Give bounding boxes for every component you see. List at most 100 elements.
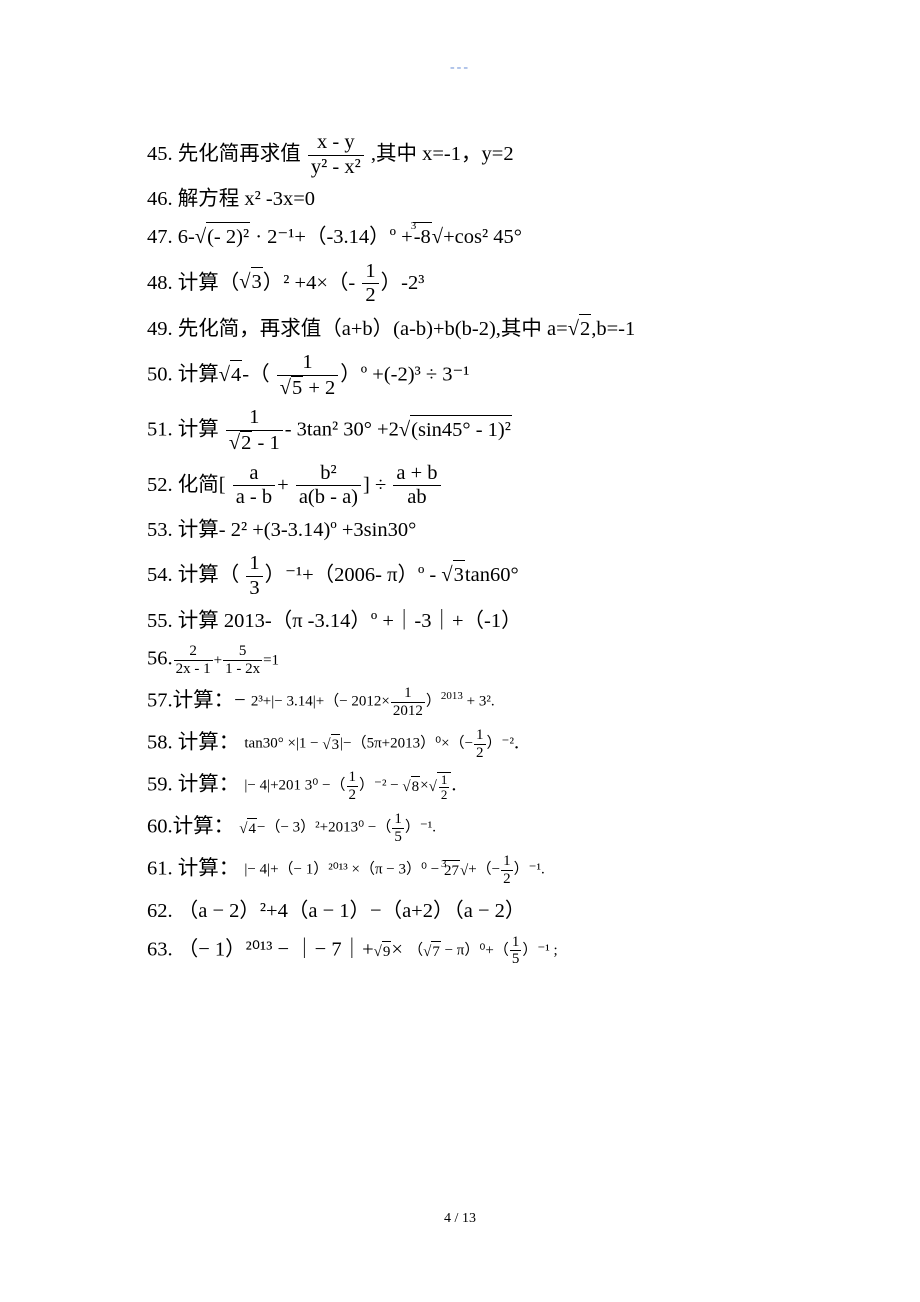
problem-63: 63. （− 1）²⁰¹³ − ｜− 7｜+9× （7 − π）⁰+（ 1 5 … bbox=[147, 934, 777, 968]
sqrt: 7 bbox=[423, 941, 441, 963]
expr: −（− 3）²+2013⁰ −（ bbox=[257, 820, 391, 836]
ptext: 计算： bbox=[178, 774, 240, 796]
ptext: · 2⁻¹+（-3.14）º + bbox=[255, 226, 412, 248]
ptext: 计算 bbox=[178, 419, 219, 441]
ptext: tan60° bbox=[465, 564, 519, 586]
ptext: 计算： bbox=[178, 858, 240, 880]
fraction: 1 3 bbox=[246, 552, 262, 600]
fraction: x - y y² - x² bbox=[308, 131, 364, 179]
ptext: ）² +4×（- bbox=[263, 271, 361, 293]
ptext: ] ÷ bbox=[363, 473, 391, 495]
ptext: 6- bbox=[178, 226, 195, 248]
sqrt: 8 bbox=[402, 776, 420, 798]
problem-60: 60.计算： 4−（− 3）²+2013⁰ −（ 1 5 ）⁻¹. bbox=[147, 811, 777, 845]
problem-56: 56. 2 2x - 1 + 5 1 - 2x =1 bbox=[147, 643, 777, 677]
ptext: 计算- 2² +(3-3.14)º +3sin30° bbox=[178, 519, 417, 541]
problem-53: 53. 计算- 2² +(3-3.14)º +3sin30° bbox=[147, 516, 777, 545]
problem-47: 47. 6-(- 2)² · 2⁻¹+（-3.14）º +3-8+cos² 45… bbox=[147, 222, 777, 252]
ptext: - 3tan² 30° +2 bbox=[285, 419, 399, 441]
problem-48: 48. 计算（3）² +4×（- 1 2 ）-2³ bbox=[147, 260, 777, 308]
fraction: 1 5 + 2 bbox=[277, 351, 339, 400]
pnum: 58. bbox=[147, 732, 173, 754]
pnum: 46. bbox=[147, 188, 173, 210]
problem-54: 54. 计算（ 1 3 ）⁻¹+（2006- π）º - 3tan60° bbox=[147, 552, 777, 600]
ptext: ,b=-1 bbox=[591, 318, 635, 340]
problem-57: 57.计算：− 2³+|− 3.14|+（− 2012× 1 2012 ）201… bbox=[147, 685, 777, 719]
problem-49: 49. 先化简，再求值（a+b）(a-b)+b(b-2),其中 a=2,b=-1 bbox=[147, 314, 777, 344]
sqrt: (sin45° - 1)² bbox=[399, 415, 512, 445]
problem-62: 62. （a − 2）²+4（a − 1）−（a+2）（a − 2） bbox=[147, 897, 777, 926]
ptext: 计算： bbox=[178, 732, 240, 754]
ptext: ）º +(-2)³ ÷ 3⁻¹ bbox=[340, 364, 469, 386]
problem-list: 45. 先化简再求值 x - y y² - x² ,其中 x=-1，y=2 46… bbox=[147, 125, 777, 976]
pnum: 60. bbox=[147, 816, 173, 838]
ptext: 计算： bbox=[173, 816, 235, 838]
pnum: 53. bbox=[147, 519, 173, 541]
pnum: 45. bbox=[147, 143, 173, 165]
sqrt: 5 bbox=[280, 376, 304, 401]
expr: |− 4|+201 3⁰ −（ bbox=[244, 778, 345, 794]
ptext: 解方程 x² -3x=0 bbox=[178, 188, 315, 210]
page-footer: 4 / 13 bbox=[444, 1211, 476, 1227]
problem-51: 51. 计算 1 2 - 1 - 3tan² 30° +2(sin45° - 1… bbox=[147, 406, 777, 455]
ptext: +cos² 45° bbox=[443, 226, 522, 248]
sqrt: 3 bbox=[441, 560, 465, 590]
fraction: 1 2 bbox=[362, 260, 378, 308]
problem-45: 45. 先化简再求值 x - y y² - x² ,其中 x=-1，y=2 bbox=[147, 131, 777, 179]
problem-46: 46. 解方程 x² -3x=0 bbox=[147, 185, 777, 214]
cube-root: 327 bbox=[443, 860, 468, 882]
ptext: （− 1）²⁰¹³ − ｜− 7｜+ bbox=[178, 939, 374, 961]
ptext: 计算 2013-（π -3.14）º +｜-3｜+（-1） bbox=[178, 610, 522, 632]
ptext: 计算 bbox=[178, 364, 219, 386]
ptext: 计算（ bbox=[178, 564, 240, 586]
ptext: 计算：− bbox=[173, 690, 251, 712]
expr: |− 4|+（− 1）²⁰¹³ ×（π − 3）⁰ − bbox=[244, 862, 443, 878]
sqrt: 3 bbox=[322, 734, 340, 756]
ptext: 先化简再求值 bbox=[178, 143, 301, 165]
header-marker: --- bbox=[450, 60, 470, 76]
pnum: 63. bbox=[147, 939, 173, 961]
fraction: 1 5 bbox=[510, 934, 522, 968]
pnum: 48. bbox=[147, 271, 173, 293]
pnum: 62. bbox=[147, 900, 173, 922]
problem-61: 61. 计算： |− 4|+（− 1）²⁰¹³ ×（π − 3）⁰ − 327+… bbox=[147, 853, 777, 887]
sqrt: 9 bbox=[374, 941, 392, 963]
fraction: 1 2 - 1 bbox=[226, 406, 283, 455]
sqrt: 2 bbox=[568, 314, 592, 344]
fraction: 1 2 bbox=[474, 727, 486, 761]
fraction: a + b ab bbox=[393, 462, 440, 510]
pnum: 54. bbox=[147, 564, 173, 586]
pnum: 55. bbox=[147, 610, 173, 632]
pnum: 57. bbox=[147, 690, 173, 712]
ptext: 先化简，再求值（a+b）(a-b)+b(b-2),其中 a= bbox=[178, 318, 568, 340]
sqrt: 4 bbox=[219, 360, 243, 390]
expr: 2³+|− 3.14|+（− 2012× bbox=[251, 694, 390, 710]
pnum: 61. bbox=[147, 858, 173, 880]
cube-root: 3-8 bbox=[413, 222, 443, 252]
ptext: 化简[ bbox=[178, 473, 226, 495]
sqrt: (- 2)² bbox=[195, 222, 250, 252]
problem-59: 59. 计算： |− 4|+201 3⁰ −（ 1 2 ）⁻² − 8×12. bbox=[147, 769, 777, 803]
sqrt: 4 bbox=[239, 818, 257, 840]
sqrt: 12 bbox=[429, 772, 452, 803]
pnum: 59. bbox=[147, 774, 173, 796]
fraction: 5 1 - 2x bbox=[223, 643, 262, 677]
problem-55: 55. 计算 2013-（π -3.14）º +｜-3｜+（-1） bbox=[147, 607, 777, 636]
pnum: 49. bbox=[147, 318, 173, 340]
fraction: 1 2 bbox=[347, 769, 359, 803]
ptext: 计算（ bbox=[178, 271, 240, 293]
fraction: 1 2012 bbox=[391, 685, 425, 719]
ptext: ）⁻¹+（2006- π）º - bbox=[265, 564, 442, 586]
pnum: 47. bbox=[147, 226, 173, 248]
problem-52: 52. 化简[ a a - b + b² a(b - a) ] ÷ a + b … bbox=[147, 462, 777, 510]
ptext: （a − 2）²+4（a − 1）−（a+2）（a − 2） bbox=[178, 900, 526, 922]
fraction: a a - b bbox=[233, 462, 275, 510]
ptext: ,其中 x=-1，y=2 bbox=[371, 143, 514, 165]
problem-50: 50. 计算4-（ 1 5 + 2 ）º +(-2)³ ÷ 3⁻¹ bbox=[147, 351, 777, 400]
ptext: -（ bbox=[242, 364, 269, 386]
ptext: ）-2³ bbox=[381, 271, 425, 293]
pnum: 51. bbox=[147, 419, 173, 441]
fraction: 1 2 bbox=[501, 853, 513, 887]
fraction: 2 2x - 1 bbox=[174, 643, 213, 677]
sqrt: 3 bbox=[239, 267, 263, 297]
